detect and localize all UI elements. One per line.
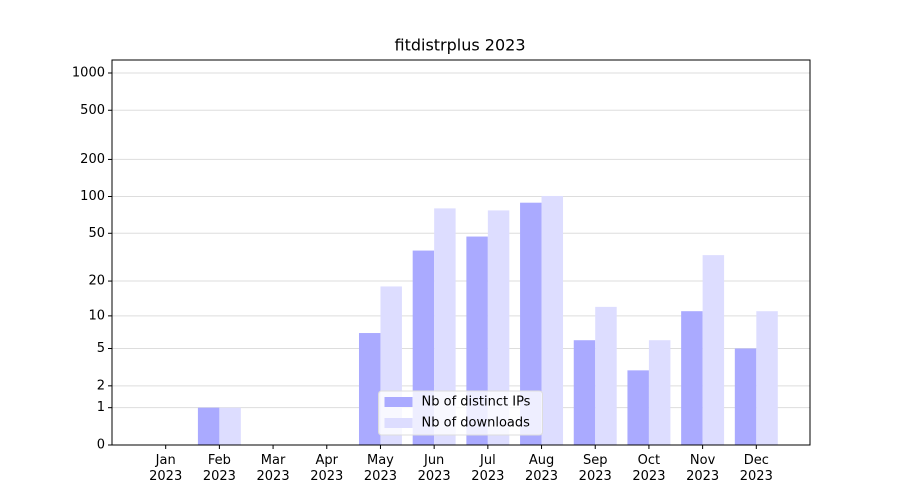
bar [702,255,725,445]
y-tick-label: 10 [88,308,105,323]
x-tick-label: Apr 2023 [310,453,344,484]
y-tick-label: 5 [97,341,105,356]
y-tick-label: 100 [80,189,105,204]
x-tick-label: Jun 2023 [417,453,451,484]
legend-swatch [384,397,413,407]
bar [734,348,757,445]
y-tick-label: 1000 [72,65,105,80]
bar [520,202,542,445]
x-tick-label: Jan 2023 [149,453,183,484]
y-tick-label: 500 [80,103,105,118]
legend: Nb of distinct IPs Nb of downloads [378,390,543,436]
x-tick-label: Nov 2023 [686,453,720,484]
bar [756,311,778,445]
bar [487,210,510,445]
legend-swatch [384,418,413,428]
x-tick-label: Jul 2023 [471,453,505,484]
bar [681,311,703,445]
chart-title: fitdistrplus 2023 [394,36,525,55]
bar [358,333,381,445]
legend-label: Nb of distinct IPs [422,395,531,410]
y-tick-label: 2 [97,378,105,393]
y-tick-label: 20 [88,274,105,289]
bar [197,407,220,445]
x-tick-label: Dec 2023 [739,453,773,484]
plot-frame [111,59,811,446]
legend-label: Nb of downloads [422,416,531,431]
x-tick-label: May 2023 [363,453,397,484]
x-tick-label: Oct 2023 [632,453,666,484]
x-tick-label: Aug 2023 [524,453,559,484]
bar [627,370,649,445]
y-tick-label: 1 [97,400,105,415]
bar [219,407,241,445]
y-tick-label: 50 [88,226,105,241]
bar [648,340,671,445]
bar [573,340,596,445]
x-tick-label: Mar 2023 [256,453,290,484]
y-tick-label: 200 [80,152,105,167]
legend-frame [378,390,543,436]
bar [434,208,456,445]
x-tick-label: Feb 2023 [202,453,236,484]
bar [541,195,564,445]
x-tick-label: Sep 2023 [578,453,612,484]
y-tick-label: 0 [97,438,105,453]
bar [595,306,617,445]
